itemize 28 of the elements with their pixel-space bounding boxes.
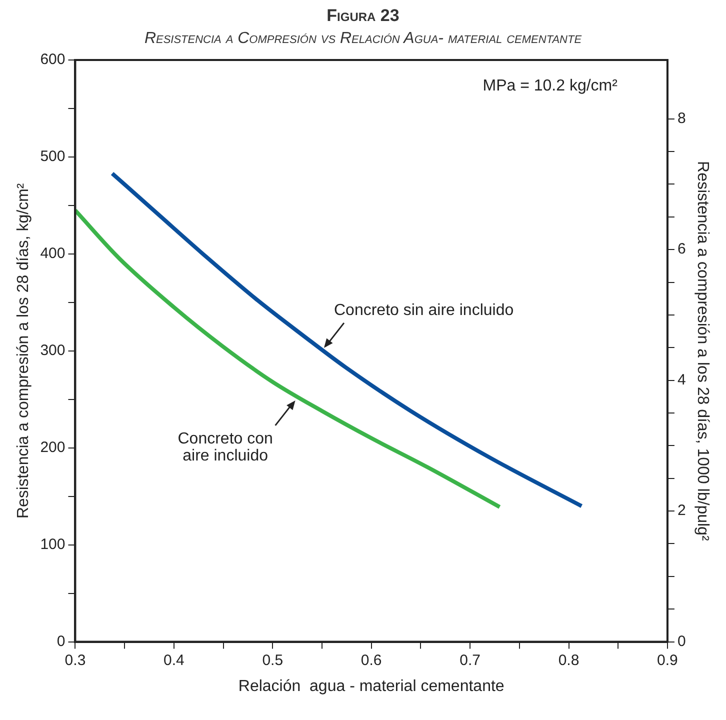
y2-tick-label: 2 [677,502,686,520]
y2-tick-label: 4 [677,371,686,388]
y-tick-label: 600 [40,51,66,68]
y2-tick-label: 0 [677,632,686,650]
line-series [110,171,584,508]
x-tick-label: 0.7 [460,652,480,669]
y2-axis-title: Resistencia a compresión a los 28 días, 1000 lb/pulg² [694,161,711,542]
y-tick-label: 300 [40,342,66,360]
y-tick-label: 500 [40,148,66,166]
y2-tick-label: 8 [677,110,686,127]
y-tick-label: 0 [56,632,66,650]
x-tick-label: 0.5 [262,652,284,669]
x-tick-label: 0.6 [360,652,382,669]
y-axis-title: Resistencia a compresión a los 28 días, kg/cm² [15,182,32,519]
chart-title: Figura 23 [326,6,400,26]
y2-tick-label: 6 [677,240,686,258]
y-tick-label: 400 [40,245,66,262]
x-tick-label: 0.9 [657,652,678,669]
x-tick-label: 0.4 [164,652,184,669]
annotation: Concreto con aire incluido [178,430,273,464]
x-axis-title: Relación agua - material cementante [238,678,504,695]
annotation: Concreto sin aire incluido [334,302,514,319]
chart-subtitle: Resistencia a Compresión vs Relación Agua- material cementante [143,30,583,48]
y-tick-label: 100 [40,536,66,553]
x-tick-label: 0.8 [558,652,580,669]
y-tick-label: 200 [40,439,66,456]
x-tick-label: 0.3 [64,652,86,669]
annotation: MPa = 10.2 kg/cm² [482,77,618,94]
